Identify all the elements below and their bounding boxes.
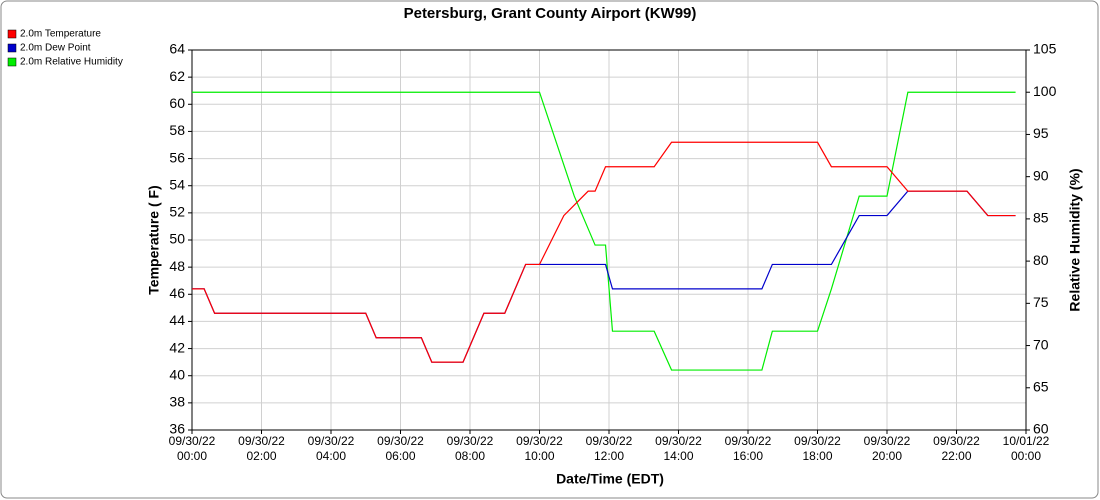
x-tick-label: 09/30/22 00:00 <box>169 434 216 463</box>
x-tick-label: 09/30/22 06:00 <box>377 434 424 463</box>
x-tick-label: 09/30/22 08:00 <box>447 434 494 463</box>
y2-tick-label: 105 <box>1033 41 1057 57</box>
y-tick-label: 54 <box>169 176 185 192</box>
y2-tick-label: 70 <box>1033 336 1049 352</box>
x-tick-label: 09/30/22 16:00 <box>725 434 772 463</box>
legend-label: 2.0m Temperature <box>20 29 101 40</box>
y2-tick-label: 90 <box>1033 167 1049 183</box>
y-axis-title: Temperature ( F) <box>146 185 162 294</box>
series-line <box>192 141 1016 363</box>
y-tick-label: 42 <box>169 339 185 355</box>
y2-tick-label: 85 <box>1033 210 1049 226</box>
y2-tick-label: 60 <box>1033 421 1049 437</box>
series-line <box>192 91 1016 371</box>
x-tick-label: 09/30/22 22:00 <box>933 434 980 463</box>
y-tick-label: 40 <box>169 366 185 382</box>
y-tick-label: 62 <box>169 68 185 84</box>
y-tick-label: 52 <box>169 204 185 220</box>
y-tick-label: 58 <box>169 122 185 138</box>
x-tick-label: 10/01/22 00:00 <box>1003 434 1050 463</box>
y2-tick-label: 65 <box>1033 378 1049 394</box>
y-tick-label: 46 <box>169 285 185 301</box>
x-tick-label: 09/30/22 14:00 <box>655 434 702 463</box>
plot-border <box>191 49 1027 431</box>
x-tick-label: 09/30/22 10:00 <box>516 434 563 463</box>
y2-tick-label: 95 <box>1033 125 1049 141</box>
y-tick-label: 64 <box>169 41 185 57</box>
legend-swatch <box>7 43 17 53</box>
y-tick-label: 56 <box>169 149 185 165</box>
y2-tick-label: 100 <box>1033 83 1057 99</box>
y-tick-label: 48 <box>169 258 185 274</box>
legend-swatch <box>7 57 17 67</box>
y2-tick-label: 80 <box>1033 252 1049 268</box>
chart-title: Petersburg, Grant County Airport (KW99) <box>404 5 697 22</box>
x-axis-title: Date/Time (EDT) <box>556 471 664 487</box>
x-tick-label: 09/30/22 18:00 <box>794 434 841 463</box>
y2-axis-title: Relative Humidity (%) <box>1067 168 1083 311</box>
y2-tick-label: 75 <box>1033 294 1049 310</box>
y-tick-label: 44 <box>169 312 185 328</box>
x-tick-label: 09/30/22 12:00 <box>586 434 633 463</box>
x-tick-label: 09/30/22 02:00 <box>238 434 285 463</box>
y-tick-label: 36 <box>169 421 185 437</box>
legend-swatch <box>7 29 17 39</box>
x-tick-label: 09/30/22 04:00 <box>308 434 355 463</box>
y-tick-label: 50 <box>169 231 185 247</box>
x-tick-label: 09/30/22 20:00 <box>864 434 911 463</box>
legend-label: 2.0m Relative Humidity <box>20 57 123 68</box>
y-tick-label: 38 <box>169 394 185 410</box>
legend-label: 2.0m Dew Point <box>20 43 91 54</box>
y-tick-label: 60 <box>169 95 185 111</box>
